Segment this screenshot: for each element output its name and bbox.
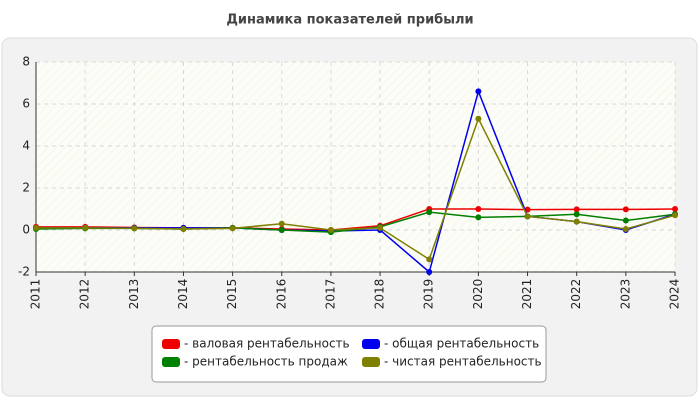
point — [278, 220, 285, 227]
legend-label: - общая рентабельность — [384, 337, 539, 351]
x-tick-label: 2022 — [569, 279, 583, 310]
point — [426, 209, 433, 216]
point — [426, 256, 433, 263]
legend-label: - рентабельность продаж — [184, 355, 348, 369]
point — [524, 213, 531, 220]
point — [622, 225, 629, 232]
x-tick-label: 2015 — [225, 279, 239, 310]
point — [327, 227, 334, 233]
point — [622, 217, 629, 224]
y-tick-label: 6 — [22, 97, 30, 111]
x-tick-label: 2012 — [78, 279, 92, 310]
chart-title: Динамика показателей прибыли — [226, 13, 473, 28]
point — [33, 224, 39, 231]
point — [622, 206, 629, 213]
point — [573, 218, 580, 225]
y-tick-label: 8 — [22, 55, 30, 69]
x-tick-label: 2017 — [323, 279, 337, 310]
x-tick-label: 2014 — [176, 279, 190, 310]
x-tick-label: 2024 — [668, 279, 682, 310]
y-tick-label: 2 — [22, 181, 30, 195]
point — [672, 206, 678, 212]
point — [82, 224, 89, 231]
point — [229, 225, 236, 232]
point — [573, 211, 580, 218]
y-tick-label: 4 — [22, 139, 30, 153]
point — [573, 206, 580, 213]
x-tick-label: 2016 — [274, 279, 288, 310]
legend-label: - чистая рентабельность — [384, 355, 542, 369]
point — [278, 227, 285, 233]
point — [377, 224, 384, 231]
x-tick-label: 2023 — [618, 279, 632, 310]
point — [475, 88, 482, 95]
point — [475, 214, 482, 221]
point — [426, 269, 433, 275]
legend — [151, 325, 547, 383]
legend-label: - валовая рентабельность — [184, 337, 350, 351]
legend-swatch — [162, 339, 180, 349]
point — [475, 206, 482, 212]
point — [475, 115, 482, 122]
point — [131, 225, 138, 232]
legend-swatch — [362, 357, 380, 367]
x-tick-label: 2021 — [520, 279, 534, 310]
x-tick-label: 2018 — [373, 279, 387, 310]
x-tick-label: 2013 — [127, 279, 141, 310]
y-tick-label: -2 — [18, 265, 30, 279]
series-line — [36, 116, 676, 261]
legend-swatch — [362, 339, 380, 349]
legend-swatch — [162, 357, 180, 367]
x-tick-label: 2019 — [422, 279, 436, 310]
x-tick-label: 2011 — [29, 279, 43, 310]
x-tick-label: 2020 — [471, 279, 485, 310]
plot-area — [36, 62, 675, 272]
point — [180, 225, 187, 232]
point — [672, 212, 678, 219]
y-tick-label: 0 — [22, 223, 30, 237]
